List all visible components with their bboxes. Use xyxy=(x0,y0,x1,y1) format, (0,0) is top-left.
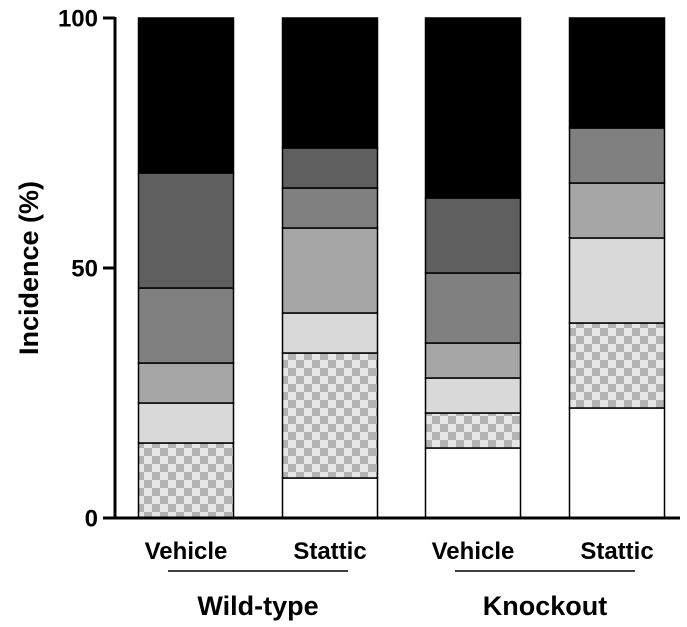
bars-layer xyxy=(139,18,665,518)
bar-segment-1-6 xyxy=(283,18,378,148)
bar-segment-2-5 xyxy=(426,198,521,273)
bar-segment-2-1 xyxy=(426,413,521,448)
bar-segment-0-4 xyxy=(139,288,234,363)
bar-segment-2-0 xyxy=(426,448,521,518)
bar-segment-1-4 xyxy=(283,188,378,228)
bar-segment-2-2 xyxy=(426,378,521,413)
bar-segment-0-3 xyxy=(139,363,234,403)
y-tick-label-1: 50 xyxy=(71,256,98,283)
bar-segment-3-3 xyxy=(570,183,665,238)
bar-segment-1-5 xyxy=(283,148,378,188)
category-label-3: Stattic xyxy=(580,538,653,565)
bar-segment-1-2 xyxy=(283,313,378,353)
bar-segment-3-1 xyxy=(570,323,665,408)
bar-segment-1-0 xyxy=(283,478,378,518)
category-label-2: Vehicle xyxy=(432,538,515,565)
y-tick-label-0: 0 xyxy=(85,506,98,533)
bar-segment-2-6 xyxy=(426,18,521,198)
y-tick-label-2: 100 xyxy=(58,6,98,33)
bar-segment-0-6 xyxy=(139,18,234,173)
bar-segment-1-3 xyxy=(283,228,378,313)
y-axis-title: Incidence (%) xyxy=(14,181,44,355)
group-label-0: Wild-type xyxy=(197,591,318,621)
bar-segment-3-0 xyxy=(570,408,665,518)
bar-segment-3-4 xyxy=(570,128,665,183)
bar-segment-1-1 xyxy=(283,353,378,478)
bar-segment-2-3 xyxy=(426,343,521,378)
bar-segment-0-1 xyxy=(139,443,234,518)
bar-segment-0-5 xyxy=(139,173,234,288)
category-label-1: Stattic xyxy=(293,538,366,565)
bar-segment-3-6 xyxy=(570,18,665,128)
bar-segment-3-2 xyxy=(570,238,665,323)
category-label-0: Vehicle xyxy=(145,538,228,565)
group-label-1: Knockout xyxy=(483,591,608,621)
bar-segment-2-4 xyxy=(426,273,521,343)
bar-segment-0-2 xyxy=(139,403,234,443)
